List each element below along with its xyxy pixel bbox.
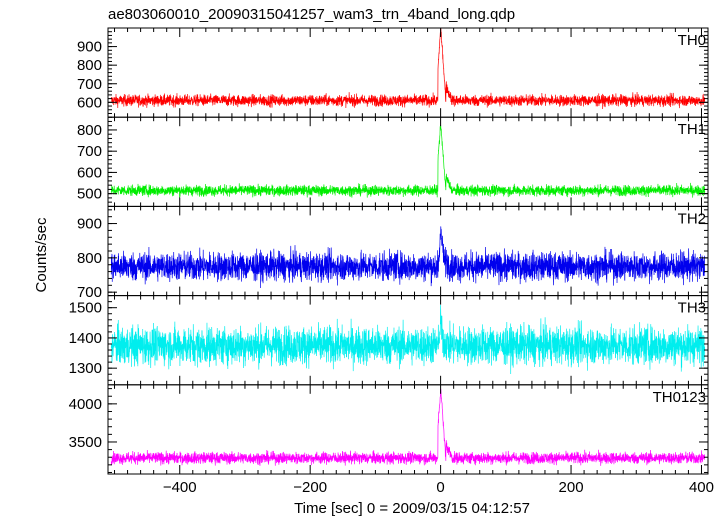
panel-label: TH3 — [678, 300, 706, 317]
y-tick-label: 4000 — [69, 396, 102, 413]
panel-label: TH0 — [678, 32, 706, 49]
panel-th3: 1300 1400 1500 TH3 — [69, 295, 709, 386]
series-line-th0123 — [110, 388, 706, 466]
panel-label: TH2 — [678, 210, 706, 227]
y-tick-label: 700 — [77, 76, 102, 93]
panel-th2: 700 800 900 TH2 — [77, 205, 709, 301]
y-tick-label: 1300 — [69, 360, 102, 377]
y-tick-label: 600 — [77, 94, 102, 111]
x-tick-label: 0 — [436, 479, 444, 496]
chart-title: ae803060010_20090315041257_wam3_trn_4ban… — [108, 6, 515, 23]
x-tick-label: −200 — [293, 479, 327, 496]
y-axis-label: Counts/sec — [33, 217, 50, 293]
y-tick-label: 600 — [77, 164, 102, 181]
series-line-th0 — [110, 28, 706, 110]
panel-frame — [107, 384, 709, 475]
y-tick-label: 800 — [77, 250, 102, 267]
x-tick-label: −400 — [163, 479, 197, 496]
y-tick-label: 1500 — [69, 300, 102, 317]
series-line-th3 — [110, 304, 706, 375]
series-line-th2 — [110, 226, 706, 289]
x-tick-label: 200 — [559, 479, 584, 496]
panel-frame — [107, 205, 709, 297]
y-tick-label: 500 — [77, 186, 102, 203]
y-tick-label: 700 — [77, 284, 102, 301]
series-line-th1 — [110, 124, 706, 198]
y-tick-label: 700 — [77, 143, 102, 160]
panel-label: TH1 — [678, 121, 706, 138]
panel-th0123: 3500 4000 TH0123 — [69, 384, 709, 475]
panel-th1: 500 600 700 800 TH1 — [77, 116, 709, 207]
panel-label: TH0123 — [653, 389, 706, 406]
y-tick-label: 900 — [77, 39, 102, 56]
y-tick-label: 800 — [77, 57, 102, 74]
y-tick-label: 900 — [77, 216, 102, 233]
x-axis-label: Time [sec] 0 = 2009/03/15 04:12:57 — [294, 500, 530, 516]
y-tick-label: 1400 — [69, 330, 102, 347]
y-tick-label: 3500 — [69, 434, 102, 451]
x-tick-label: 400 — [689, 479, 714, 496]
y-tick-label: 800 — [77, 122, 102, 139]
